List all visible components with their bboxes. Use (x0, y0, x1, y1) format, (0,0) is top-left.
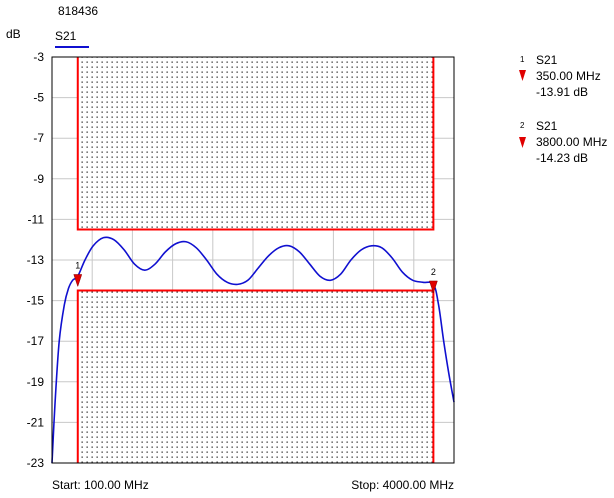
upper-mask-fill (77, 57, 434, 230)
upper-mask-limit-line (76, 57, 435, 231)
y-tick-label: -19 (27, 375, 45, 389)
marker-2[interactable] (429, 280, 438, 294)
marker-1-label: 1 (75, 260, 80, 270)
start-frequency-label: Start: 100.00 MHz (52, 478, 149, 492)
trace-layer (51, 236, 455, 464)
y-tick-label: -15 (27, 294, 45, 308)
y-tick-label: -5 (33, 91, 44, 105)
marker-readout-1-id: 1 (520, 55, 525, 64)
y-tick-label: -23 (27, 456, 45, 470)
y-tick-label: -21 (27, 415, 45, 429)
plot-frame (51, 56, 455, 464)
marker-readout-1-trace: S21 (536, 53, 558, 67)
y-tick-label: -9 (33, 172, 44, 186)
marker-readout-2-trace: S21 (536, 119, 558, 133)
marker-readout-2-icon (519, 137, 526, 148)
marker-readout-2: 2 S21 3800.00 MHz -14.23 dB (519, 119, 607, 165)
marker-1[interactable] (73, 274, 83, 288)
marker-readout-1: 1 S21 350.00 MHz -13.91 dB (519, 53, 601, 99)
trace-s21 (51, 236, 455, 464)
y-tick-labels: -3 -5 -7 -9 -11 -13 -15 -17 -19 -21 -23 (27, 50, 45, 470)
y-tick-label: -7 (33, 131, 44, 145)
stop-frequency-label: Stop: 4000.00 MHz (351, 478, 454, 492)
marker-readout-1-icon (519, 70, 526, 81)
limit-masks (76, 57, 435, 463)
y-axis-label: dB (6, 27, 21, 41)
legend-trace-label: S21 (55, 29, 77, 43)
chart-title: 818436 (58, 4, 98, 18)
marker-readout-1-value: -13.91 dB (536, 85, 588, 99)
y-tick-label: -13 (27, 253, 45, 267)
lower-mask-fill (77, 290, 434, 463)
marker-2-label: 2 (431, 267, 436, 277)
marker-readout-2-freq: 3800.00 MHz (536, 135, 607, 149)
marker-readout-1-freq: 350.00 MHz (536, 69, 601, 83)
marker-layer: 12 (73, 260, 438, 294)
y-tick-label: -17 (27, 334, 45, 348)
marker-readout-2-value: -14.23 dB (536, 151, 588, 165)
y-tick-label: -11 (28, 212, 45, 226)
marker-readout-2-id: 2 (520, 121, 525, 130)
y-tick-label: -3 (33, 50, 44, 64)
lower-mask-limit-line (76, 289, 435, 463)
